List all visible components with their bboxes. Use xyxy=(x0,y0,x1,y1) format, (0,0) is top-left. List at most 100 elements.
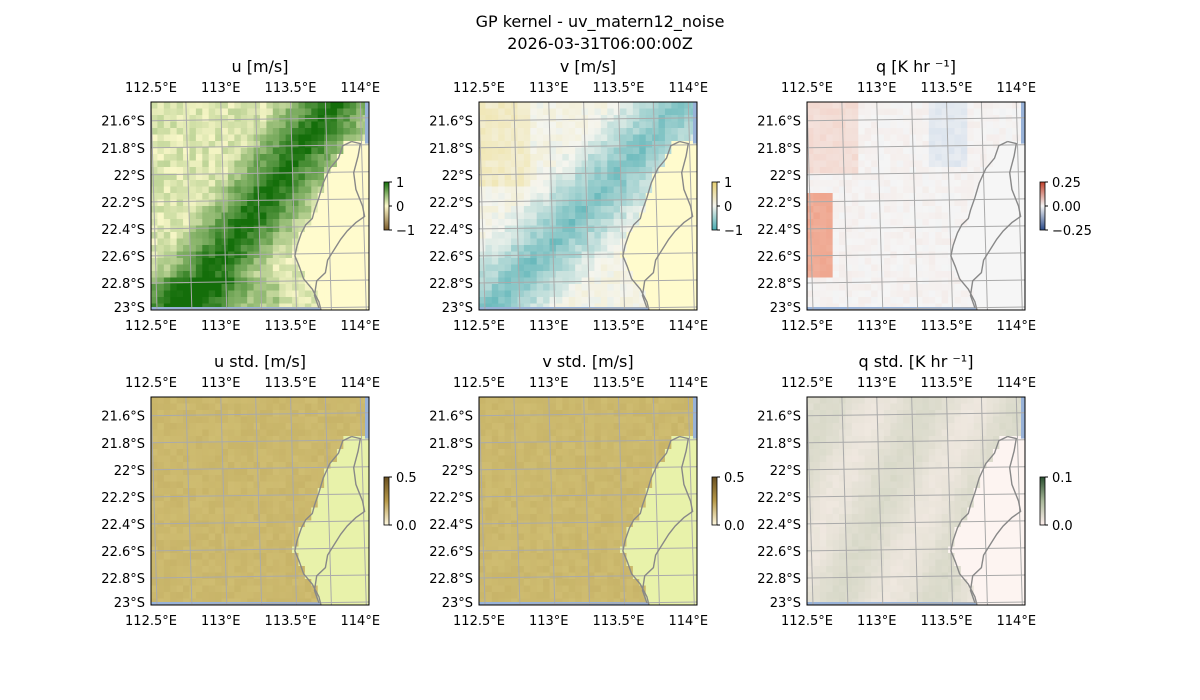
heatmap-cell xyxy=(253,579,261,586)
heatmap-cell xyxy=(992,238,1000,246)
heatmap-cell xyxy=(536,297,544,304)
heatmap-cell xyxy=(330,206,338,213)
heatmap-cell xyxy=(202,167,210,174)
heatmap-cell xyxy=(536,442,544,450)
heatmap-cell xyxy=(690,258,697,265)
heatmap-cell xyxy=(935,128,943,135)
heatmap-cell xyxy=(317,251,325,259)
heatmap-cell xyxy=(819,186,827,194)
heatmap-cell xyxy=(272,553,280,560)
heatmap-cell xyxy=(336,598,344,605)
heatmap-cell xyxy=(864,173,872,181)
heatmap-cell xyxy=(176,514,184,521)
heatmap-cell xyxy=(151,303,158,310)
heatmap-cell xyxy=(530,147,538,155)
heatmap-cell xyxy=(349,284,357,291)
heatmap-cell xyxy=(221,501,229,508)
heatmap-cell xyxy=(336,271,344,278)
heatmap-cell xyxy=(549,193,557,200)
heatmap-cell xyxy=(999,102,1007,109)
heatmap-cell xyxy=(292,436,299,443)
heatmap-cell xyxy=(298,546,306,554)
heatmap-cell xyxy=(311,488,319,495)
heatmap-cell xyxy=(195,199,203,207)
heatmap-cell xyxy=(479,455,486,463)
heatmap-cell xyxy=(845,160,853,168)
heatmap-cell xyxy=(1018,199,1025,207)
heatmap-cell xyxy=(272,507,280,515)
heatmap-cell xyxy=(973,206,981,213)
heatmap-cell xyxy=(324,206,331,213)
heatmap-cell xyxy=(227,533,235,541)
heatmap-cell xyxy=(890,180,898,187)
heatmap-cell xyxy=(536,303,544,310)
heatmap-cell xyxy=(967,128,975,135)
heatmap-cell xyxy=(304,303,312,310)
gridline-lon xyxy=(583,102,591,310)
x-tick-bottom: 112.5°E xyxy=(781,319,833,334)
heatmap-cell xyxy=(826,271,834,278)
heatmap-cell xyxy=(317,507,325,515)
heatmap-cell xyxy=(170,416,178,424)
heatmap-cell xyxy=(890,102,898,109)
heatmap-cell xyxy=(189,501,197,508)
gridline-lon xyxy=(841,102,849,310)
heatmap-cell xyxy=(304,533,312,541)
heatmap-cell xyxy=(903,115,910,122)
heatmap-cell xyxy=(607,303,615,310)
heatmap-cell xyxy=(208,167,216,174)
heatmap-cell xyxy=(858,232,866,239)
heatmap-cell xyxy=(215,403,222,411)
heatmap-cell xyxy=(632,160,640,168)
heatmap-cell xyxy=(600,455,608,463)
heatmap-cell xyxy=(543,167,550,174)
heatmap-cell xyxy=(208,553,216,560)
heatmap-cell xyxy=(877,212,885,220)
heatmap-cell xyxy=(292,429,299,437)
heatmap-cell xyxy=(279,206,287,213)
heatmap-cell xyxy=(195,102,203,109)
heatmap-cell xyxy=(356,423,363,430)
heatmap-cell xyxy=(973,284,981,291)
heatmap-cell xyxy=(986,251,994,259)
heatmap-cell xyxy=(343,167,351,174)
heatmap-cell xyxy=(562,290,570,298)
heatmap-cell xyxy=(594,147,602,155)
x-tick-top: 113.5°E xyxy=(921,81,973,96)
heatmap-cell xyxy=(594,436,602,443)
heatmap-cell xyxy=(639,284,647,291)
heatmap-cell xyxy=(304,416,312,424)
heatmap-cell xyxy=(664,284,672,291)
heatmap-cell xyxy=(871,238,878,246)
heatmap-cell xyxy=(170,115,178,122)
heatmap-cell xyxy=(645,219,653,226)
heatmap-cell xyxy=(183,238,190,246)
heatmap-cell xyxy=(864,245,872,252)
heatmap-cell xyxy=(671,455,679,463)
heatmap-cell xyxy=(285,206,293,213)
heatmap-cell xyxy=(973,251,981,259)
heatmap-cell xyxy=(980,193,987,200)
gridline-lat xyxy=(151,198,369,203)
heatmap-cell xyxy=(671,416,679,424)
heatmap-cell xyxy=(247,410,254,417)
heatmap-cell xyxy=(317,540,325,547)
heatmap-cell xyxy=(813,115,821,122)
heatmap-cell xyxy=(266,514,274,521)
y-tick: 22.4°S xyxy=(101,518,145,533)
heatmap-cell xyxy=(575,225,582,233)
heatmap-cell xyxy=(176,141,184,148)
heatmap-cell xyxy=(588,429,595,437)
heatmap-cell xyxy=(883,160,891,168)
heatmap-cell xyxy=(317,514,325,521)
heatmap-cell xyxy=(189,481,197,489)
heatmap-cell xyxy=(272,468,280,476)
heatmap-cell xyxy=(664,397,672,404)
x-tick-top: 114°E xyxy=(669,81,709,96)
heatmap-cell xyxy=(1005,264,1013,272)
heatmap-cell xyxy=(298,102,306,109)
heatmap-cell xyxy=(272,238,280,246)
heatmap-cell xyxy=(215,429,222,437)
heatmap-cell xyxy=(485,290,493,298)
heatmap-cell xyxy=(317,206,325,213)
